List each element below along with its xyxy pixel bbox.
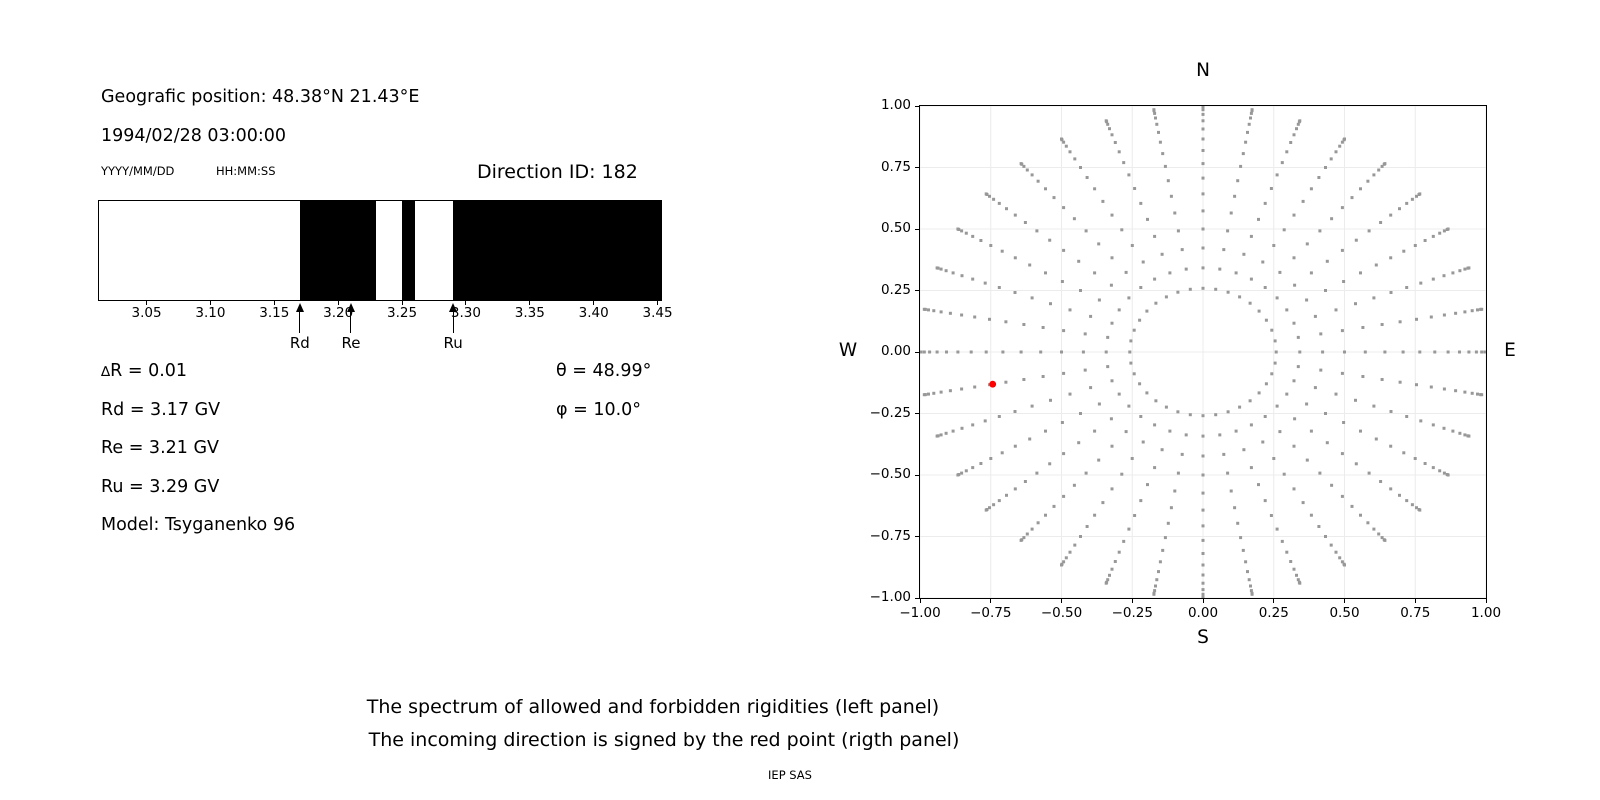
- caption-line-1: The spectrum of allowed and forbidden ri…: [366, 696, 940, 718]
- marker-arrow-head-re: [346, 303, 355, 312]
- direction-y-tick: [915, 413, 919, 414]
- direction-y-tick: [915, 290, 919, 291]
- spectrum-x-tick-label: 3.25: [387, 305, 418, 321]
- spectrum-x-tick: [337, 301, 339, 305]
- marker-arrow-head-ru: [449, 303, 458, 312]
- direction-y-tick: [915, 597, 919, 599]
- spectrum-x-tick-label: 3.10: [195, 305, 226, 321]
- direction-x-tick: [1202, 599, 1204, 603]
- direction-x-tick-label: 0.75: [1400, 605, 1431, 621]
- spectrum-x-tick-label: 3.30: [450, 305, 481, 321]
- caption-line-2: The incoming direction is signed by the …: [368, 729, 960, 751]
- direction-y-tick-label: −0.50: [869, 466, 911, 482]
- direction-y-tick-label: 0.50: [880, 220, 911, 236]
- direction-x-tick: [1485, 599, 1487, 603]
- direction-x-tick: [919, 599, 921, 603]
- direction-y-tick-label: 0.25: [880, 281, 911, 298]
- direction-x-tick-label: −0.25: [1111, 605, 1153, 621]
- forbidden-segment: [401, 201, 415, 300]
- spectrum-x-tick: [273, 301, 275, 305]
- spectrum-x-tick-label: 3.35: [514, 305, 545, 321]
- datetime-text: 1994/02/28 03:00:00: [101, 126, 287, 146]
- spectrum-x-tick: [657, 301, 659, 305]
- spectrum-x-tick-label: 3.05: [131, 305, 162, 321]
- gridlines: [920, 106, 1486, 598]
- direction-y-tick-label: −0.25: [869, 404, 911, 421]
- direction-x-tick-label: 1.00: [1470, 605, 1502, 621]
- marker-arrow-shaft-rd: [299, 311, 301, 333]
- direction-y-tick: [915, 351, 919, 353]
- direction-x-tick: [1061, 599, 1062, 603]
- direction-y-tick-label: −0.75: [869, 527, 911, 544]
- direction-id-text: Direction ID: 182: [477, 161, 638, 183]
- red-direction-point: [989, 380, 997, 388]
- marker-label-re: Re: [341, 334, 361, 352]
- rd-value-text: Rd = 3.17 GV: [101, 399, 221, 420]
- geographic-position-text: Geografic position: 48.38°N 21.43°E: [101, 87, 420, 107]
- delta-r-text: ∆R = 0.01: [101, 361, 188, 381]
- direction-plot: [919, 105, 1487, 599]
- spectrum-x-tick-label: 3.15: [259, 305, 290, 321]
- theta-value-text: θ = 48.99°: [556, 361, 652, 381]
- compass-label-west: W: [838, 340, 858, 361]
- direction-x-tick: [990, 599, 992, 603]
- direction-y-tick-label: 0.00: [880, 343, 911, 359]
- spectrum-x-tick: [465, 301, 467, 305]
- phi-value-text: φ = 10.0°: [556, 399, 642, 420]
- direction-y-tick: [915, 228, 919, 230]
- marker-arrow-head-rd: [295, 303, 304, 312]
- direction-grid-dots: [920, 106, 1486, 598]
- spectrum-x-tick: [593, 301, 595, 305]
- direction-y-tick-label: 1.00: [880, 97, 911, 113]
- direction-x-tick-label: 0.50: [1329, 605, 1360, 621]
- direction-x-tick: [1344, 599, 1345, 603]
- date-format-hint: YYYY/MM/DD: [101, 164, 175, 178]
- compass-label-south: S: [1197, 627, 1209, 648]
- direction-x-tick-label: 0.25: [1258, 605, 1289, 621]
- direction-y-tick-label: −1.00: [869, 589, 911, 605]
- rigidity-spectrum-plot: [98, 200, 662, 301]
- marker-arrow-shaft-re: [350, 311, 352, 333]
- direction-x-tick: [1273, 599, 1275, 603]
- forbidden-segment: [452, 201, 661, 300]
- time-format-hint: HH:MM:SS: [216, 164, 276, 178]
- direction-grid-svg: [920, 106, 1486, 598]
- ru-value-text: Ru = 3.29 GV: [101, 476, 220, 497]
- credit-text: IEP SAS: [768, 768, 812, 782]
- direction-x-tick-label: −1.00: [899, 605, 941, 621]
- direction-y-tick: [915, 536, 919, 537]
- direction-y-tick-label: 0.75: [880, 158, 911, 175]
- direction-y-tick: [915, 167, 919, 168]
- spectrum-x-tick: [401, 301, 403, 305]
- compass-label-north: N: [1196, 60, 1210, 81]
- spectrum-x-tick: [146, 301, 148, 305]
- spectrum-x-tick-label: 3.45: [642, 305, 673, 321]
- marker-label-rd: Rd: [289, 334, 310, 352]
- direction-y-tick: [915, 105, 919, 107]
- direction-x-tick: [1131, 599, 1133, 603]
- compass-label-east: E: [1504, 340, 1516, 361]
- forbidden-segment: [300, 201, 377, 300]
- spectrum-x-tick: [209, 301, 211, 305]
- direction-y-tick: [915, 474, 919, 476]
- marker-arrow-shaft-ru: [452, 311, 454, 333]
- direction-x-tick-label: −0.75: [970, 605, 1012, 621]
- re-value-text: Re = 3.21 GV: [101, 438, 219, 458]
- marker-label-ru: Ru: [443, 334, 463, 352]
- spectrum-x-tick-label: 3.20: [323, 305, 354, 321]
- direction-x-tick: [1414, 599, 1416, 603]
- direction-x-tick-label: 0.00: [1187, 605, 1219, 621]
- direction-x-tick-label: −0.50: [1040, 605, 1083, 621]
- model-text: Model: Tsyganenko 96: [101, 515, 296, 535]
- spectrum-x-tick-label: 3.40: [578, 305, 609, 321]
- spectrum-x-tick: [529, 301, 531, 305]
